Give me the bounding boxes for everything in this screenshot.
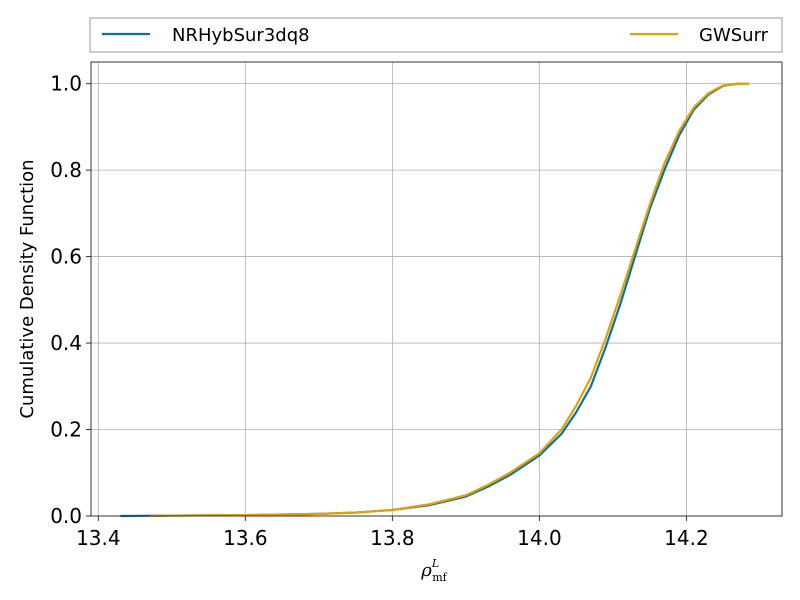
legend: NRHybSur3dq8 GWSurr — [89, 17, 783, 53]
axes-frame — [90, 61, 783, 517]
x-tick-label: 14.2 — [664, 526, 709, 550]
x-tick-label: 13.4 — [76, 526, 121, 550]
y-tick-label: 0.2 — [50, 418, 82, 442]
y-tick-label: 0.6 — [50, 245, 82, 269]
x-tick-label: 13.8 — [370, 526, 415, 550]
plot-area: 13.4 13.6 13.8 14.0 14.2 0.0 0.2 0.4 0.6 0.8 1.0 — [50, 61, 783, 550]
x-tick-label: 13.6 — [223, 526, 268, 550]
y-axis-label: Cumulative Density Function — [17, 159, 38, 418]
y-tick-label: 0.0 — [50, 504, 82, 528]
y-tick-label: 1.0 — [50, 72, 82, 96]
legend-label-gwsurr: GWSurr — [699, 25, 769, 46]
series-line-nrhybsur3dq8 — [120, 82, 749, 518]
x-tick-label: 14.0 — [517, 526, 562, 550]
x-axis-label: ρL mf — [420, 557, 447, 584]
series-line-gwsurr — [149, 82, 749, 518]
y-tick-label: 0.4 — [50, 331, 82, 355]
legend-label-nrhybsur3dq8: NRHybSur3dq8 — [172, 25, 310, 46]
y-tick-label: 0.8 — [50, 158, 82, 182]
